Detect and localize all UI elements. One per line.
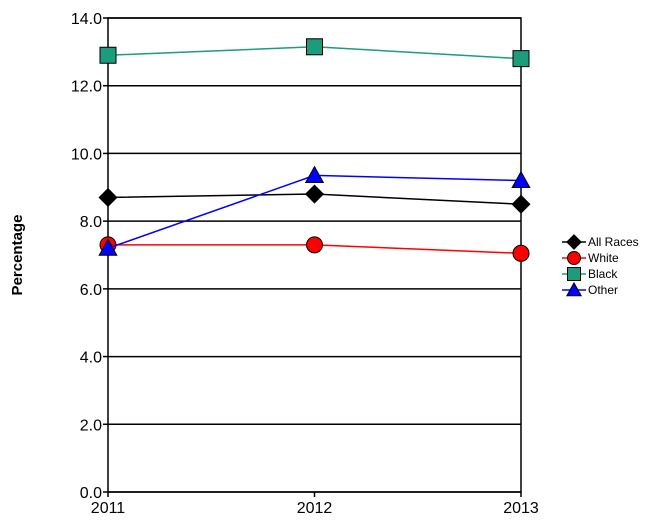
- y-tick-label: 0.0: [80, 485, 102, 502]
- data-point-white: [306, 236, 323, 254]
- y-tick-label: 8.0: [80, 214, 102, 231]
- x-tick-label: 2011: [91, 500, 126, 517]
- x-tick-label: 2013: [503, 500, 539, 517]
- legend-label: White: [588, 251, 619, 265]
- data-point-black: [306, 38, 323, 56]
- legend-item-all-races: All Races: [562, 234, 639, 250]
- x-tick-label: 2012: [297, 500, 333, 517]
- legend-label: Black: [588, 267, 618, 281]
- series-white: [99, 236, 530, 262]
- y-tick-label: 10.0: [71, 146, 102, 163]
- y-axis-label: Percentage: [9, 215, 26, 296]
- y-tick-label: 2.0: [80, 417, 102, 434]
- data-point-all-races: [304, 184, 325, 204]
- data-point-other: [98, 238, 118, 256]
- data-point-all-races: [511, 194, 531, 214]
- legend-marker: [567, 267, 581, 281]
- legend-item-other: Other: [562, 281, 618, 297]
- legend-item-white: White: [562, 251, 619, 265]
- gridlines: [108, 17, 521, 493]
- data-point-other: [304, 165, 325, 183]
- y-tick-label: 6.0: [80, 282, 102, 299]
- y-tick-label: 12.0: [71, 79, 102, 96]
- data-point-black: [512, 50, 530, 68]
- series-group: [98, 38, 531, 262]
- legend-marker: [567, 251, 581, 265]
- legend-label: All Races: [588, 235, 639, 249]
- legend-marker: [566, 281, 582, 297]
- legend: All Races White Black Other: [562, 234, 639, 297]
- data-point-all-races: [98, 187, 118, 207]
- series-black: [99, 38, 530, 68]
- y-tick-label: 14.0: [71, 11, 102, 28]
- data-point-black: [99, 46, 117, 64]
- plot-area: [107, 17, 522, 493]
- legend-marker: [566, 234, 582, 250]
- x-axis: 2011 2012 2013: [91, 492, 539, 517]
- series-all-races: [98, 184, 531, 214]
- y-axis: 0.0 2.0 4.0 6.0 8.0 10.0 12.0 14.0: [71, 11, 108, 502]
- data-point-other: [511, 170, 531, 189]
- y-tick-label: 4.0: [80, 350, 102, 367]
- data-point-white: [512, 244, 530, 262]
- series-other: [98, 165, 531, 256]
- legend-item-black: Black: [562, 267, 618, 281]
- legend-label: Other: [588, 283, 618, 297]
